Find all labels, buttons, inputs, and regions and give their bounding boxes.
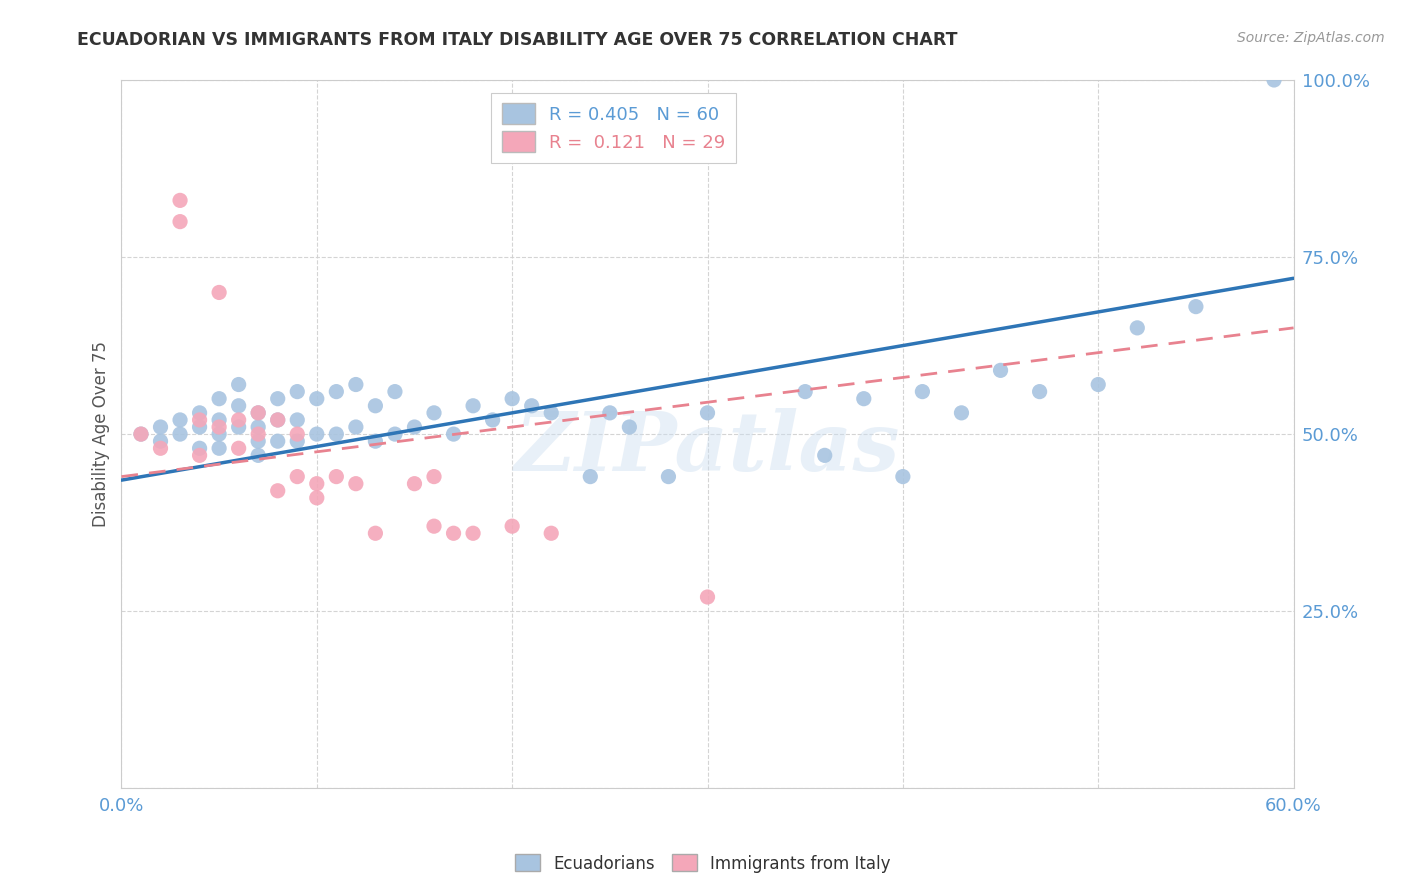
Point: [285, 413, 308, 427]
Point: [267, 483, 290, 498]
Point: [267, 392, 290, 406]
Point: [404, 476, 426, 491]
Point: [188, 448, 211, 462]
Y-axis label: Disability Age Over 75: Disability Age Over 75: [93, 341, 110, 527]
Text: Source: ZipAtlas.com: Source: ZipAtlas.com: [1237, 31, 1385, 45]
Point: [1028, 384, 1050, 399]
Point: [285, 469, 308, 483]
Point: [208, 413, 231, 427]
Point: [188, 442, 211, 456]
Point: [228, 413, 250, 427]
Point: [305, 427, 328, 442]
Point: [344, 476, 367, 491]
Point: [247, 427, 270, 442]
Point: [285, 434, 308, 449]
Point: [891, 469, 914, 483]
Point: [247, 448, 270, 462]
Point: [247, 406, 270, 420]
Point: [540, 526, 562, 541]
Point: [364, 399, 387, 413]
Point: [501, 519, 523, 533]
Point: [599, 406, 621, 420]
Point: [540, 406, 562, 420]
Point: [247, 420, 270, 434]
Point: [325, 469, 347, 483]
Point: [579, 469, 602, 483]
Point: [364, 526, 387, 541]
Point: [520, 399, 543, 413]
Point: [423, 469, 446, 483]
Point: [364, 434, 387, 449]
Text: ECUADORIAN VS IMMIGRANTS FROM ITALY DISABILITY AGE OVER 75 CORRELATION CHART: ECUADORIAN VS IMMIGRANTS FROM ITALY DISA…: [77, 31, 957, 49]
Point: [1263, 73, 1285, 87]
Point: [344, 420, 367, 434]
Point: [814, 448, 837, 462]
Point: [267, 413, 290, 427]
Point: [169, 214, 191, 228]
Point: [443, 427, 465, 442]
Point: [228, 377, 250, 392]
Point: [950, 406, 973, 420]
Point: [169, 413, 191, 427]
Point: [305, 491, 328, 505]
Point: [169, 427, 191, 442]
Point: [461, 399, 484, 413]
Point: [208, 392, 231, 406]
Legend: Ecuadorians, Immigrants from Italy: Ecuadorians, Immigrants from Italy: [509, 847, 897, 880]
Point: [305, 476, 328, 491]
Point: [169, 194, 191, 208]
Point: [794, 384, 817, 399]
Point: [1087, 377, 1109, 392]
Point: [285, 427, 308, 442]
Point: [228, 420, 250, 434]
Point: [325, 427, 347, 442]
Point: [423, 406, 446, 420]
Point: [325, 384, 347, 399]
Point: [619, 420, 641, 434]
Point: [188, 413, 211, 427]
Point: [149, 434, 172, 449]
Point: [443, 526, 465, 541]
Point: [267, 434, 290, 449]
Point: [188, 420, 211, 434]
Point: [228, 442, 250, 456]
Point: [267, 413, 290, 427]
Legend: R = 0.405   N = 60, R =  0.121   N = 29: R = 0.405 N = 60, R = 0.121 N = 29: [491, 93, 737, 163]
Point: [657, 469, 679, 483]
Point: [481, 413, 503, 427]
Point: [129, 427, 152, 442]
Point: [461, 526, 484, 541]
Point: [990, 363, 1012, 377]
Point: [208, 420, 231, 434]
Point: [247, 434, 270, 449]
Point: [696, 406, 718, 420]
Point: [1185, 300, 1208, 314]
Point: [208, 427, 231, 442]
Point: [696, 590, 718, 604]
Point: [228, 399, 250, 413]
Point: [911, 384, 934, 399]
Point: [149, 442, 172, 456]
Point: [129, 427, 152, 442]
Point: [305, 392, 328, 406]
Point: [423, 519, 446, 533]
Point: [188, 406, 211, 420]
Point: [247, 406, 270, 420]
Text: ZIPatlas: ZIPatlas: [515, 409, 900, 488]
Point: [285, 384, 308, 399]
Point: [149, 420, 172, 434]
Point: [501, 392, 523, 406]
Point: [852, 392, 875, 406]
Point: [404, 420, 426, 434]
Point: [208, 285, 231, 300]
Point: [384, 384, 406, 399]
Point: [1126, 321, 1149, 335]
Point: [384, 427, 406, 442]
Point: [344, 377, 367, 392]
Point: [208, 442, 231, 456]
